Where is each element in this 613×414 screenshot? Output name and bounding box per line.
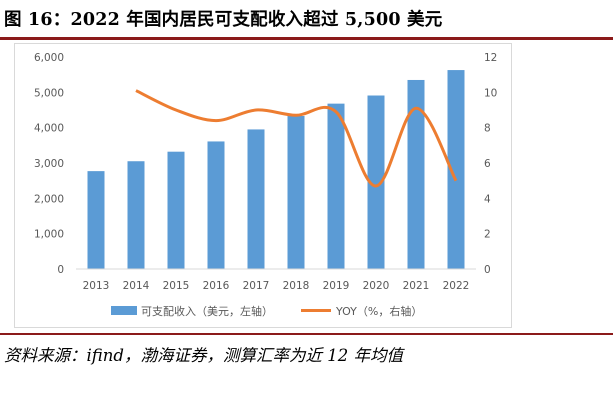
legend-label-line: YOY（%，右轴）	[335, 304, 422, 318]
bar-2013	[87, 171, 105, 269]
bar-2018	[287, 116, 305, 269]
bar-2022	[447, 70, 465, 269]
y-right-tick-label: 6	[484, 158, 491, 170]
y-right-tick-label: 4	[484, 193, 491, 205]
y-right-tick-label: 8	[484, 123, 491, 135]
y-right-tick-label: 12	[484, 52, 497, 64]
bar-2015	[167, 151, 185, 269]
figure-title: 图 16：2022 年国内居民可支配收入超过 5,500 美元	[4, 10, 443, 30]
y-left-tick-label: 2,000	[34, 193, 64, 205]
x-tick-label: 2016	[203, 280, 230, 292]
legend-label-bar: 可支配收入（美元，左轴）	[141, 304, 273, 318]
bar-2014	[127, 161, 145, 269]
x-tick-label: 2022	[443, 280, 470, 292]
y-axis-right: 0 2 4 6 8 10 12	[484, 52, 497, 276]
title-rule	[0, 37, 613, 40]
y-right-tick-label: 2	[484, 229, 491, 241]
y-right-tick-label: 0	[484, 264, 491, 276]
yoy-line	[135, 89, 458, 188]
bar-series	[87, 70, 465, 269]
y-left-tick-label: 0	[57, 264, 64, 276]
bar-2020	[367, 95, 385, 269]
legend: 可支配收入（美元，左轴） YOY（%，右轴）	[111, 304, 422, 318]
y-left-tick-label: 4,000	[34, 123, 64, 135]
x-tick-label: 2017	[243, 280, 270, 292]
line-series	[135, 89, 458, 188]
x-tick-label: 2018	[283, 280, 310, 292]
x-tick-label: 2019	[323, 280, 350, 292]
legend-swatch-bar	[111, 306, 137, 315]
y-left-tick-label: 5,000	[34, 87, 64, 99]
x-tick-label: 2015	[163, 280, 190, 292]
chart-frame	[14, 43, 512, 328]
x-tick-label: 2014	[123, 280, 150, 292]
bar-2019	[327, 103, 345, 269]
bar-2017	[247, 129, 265, 269]
y-axis-left: 0 1,000 2,000 3,000 4,000 5,000 6,000	[34, 52, 64, 276]
source-rule	[0, 333, 613, 335]
x-tick-label: 2013	[83, 280, 110, 292]
x-axis: 2013 2014 2015 2016 2017 2018 2019 2020 2021 2022	[83, 280, 470, 292]
source-note: 资料来源：ifind，渤海证券，测算汇率为近 12 年均值	[4, 346, 403, 365]
x-tick-label: 2020	[363, 280, 390, 292]
bar-2016	[207, 141, 225, 269]
y-left-tick-label: 6,000	[34, 52, 64, 64]
x-tick-label: 2021	[403, 280, 430, 292]
y-right-tick-label: 10	[484, 87, 497, 99]
bar-2021	[407, 79, 425, 269]
y-left-tick-label: 3,000	[34, 158, 64, 170]
y-left-tick-label: 1,000	[34, 229, 64, 241]
